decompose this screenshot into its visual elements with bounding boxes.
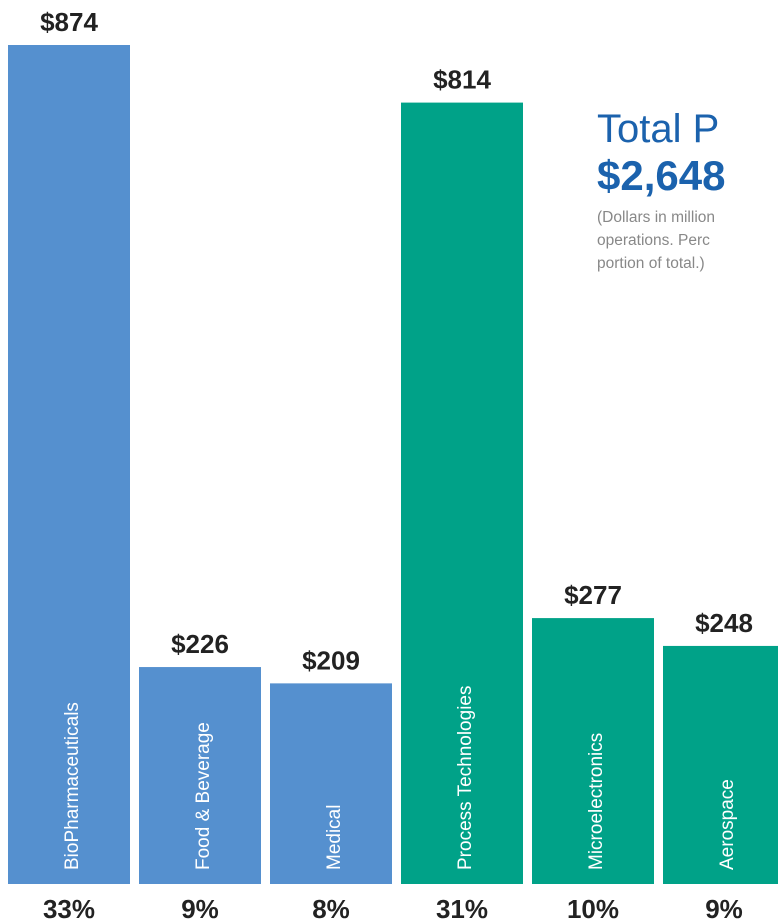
category-label: Aerospace <box>717 779 738 870</box>
value-label: $874 <box>40 7 98 37</box>
bar <box>532 618 654 884</box>
category-label: Food & Beverage <box>193 722 214 870</box>
category-label: BioPharmaceuticals <box>62 702 83 870</box>
category-label: Medical <box>324 805 345 870</box>
value-label: $814 <box>433 65 491 95</box>
value-label: $277 <box>564 580 622 610</box>
subtitle: portion of total.) <box>597 255 705 272</box>
bar <box>139 667 261 884</box>
share-label: 33% <box>43 894 95 922</box>
value-label: $226 <box>171 629 229 659</box>
total-label: $2,648 <box>597 152 725 199</box>
bar <box>663 645 778 884</box>
share-label: 8% <box>312 894 350 922</box>
share-label: 31% <box>436 894 488 922</box>
bar <box>8 45 130 884</box>
chart-title: Total P <box>597 107 719 151</box>
value-label: $209 <box>302 645 360 675</box>
value-label: $248 <box>695 608 753 638</box>
subtitle: operations. Perc <box>597 232 710 249</box>
bar <box>270 683 392 884</box>
share-label: 10% <box>567 894 619 922</box>
share-label: 9% <box>181 894 219 922</box>
share-label: 9% <box>705 894 743 922</box>
bar <box>401 102 523 885</box>
subtitle: (Dollars in million <box>597 209 715 226</box>
category-label: Microelectronics <box>586 733 607 870</box>
category-label: Process Technologies <box>455 686 476 870</box>
